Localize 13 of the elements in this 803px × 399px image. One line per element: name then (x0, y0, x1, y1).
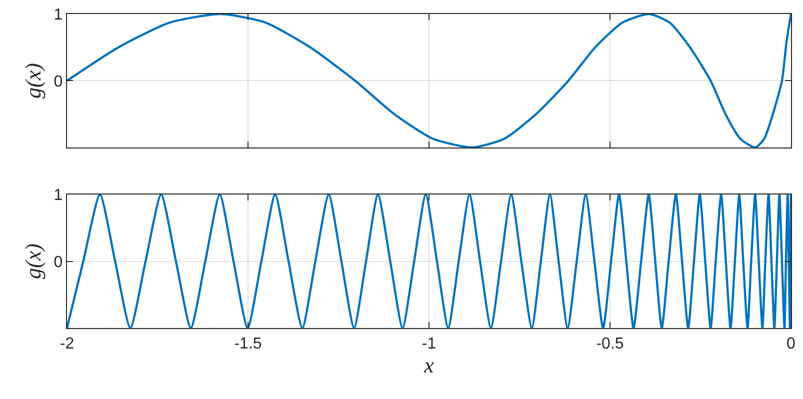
x-tick-label: -1 (422, 335, 436, 352)
x-axis-title: x (423, 352, 434, 378)
y-tick-label: 1 (54, 6, 63, 24)
line-series (67, 14, 791, 148)
x-tick-label: -1.5 (234, 335, 262, 352)
y-axis-title: g(x) (20, 63, 46, 98)
y-tick-label: 0 (54, 254, 63, 271)
x-tick-label: -0.5 (596, 335, 624, 352)
y-axis-title: g(x) (20, 244, 46, 279)
x-tick-label: 0 (786, 335, 796, 352)
x-tick-label: -2 (60, 335, 74, 352)
y-tick-label: 0 (54, 73, 63, 90)
y-tick-label: 1 (54, 187, 63, 204)
